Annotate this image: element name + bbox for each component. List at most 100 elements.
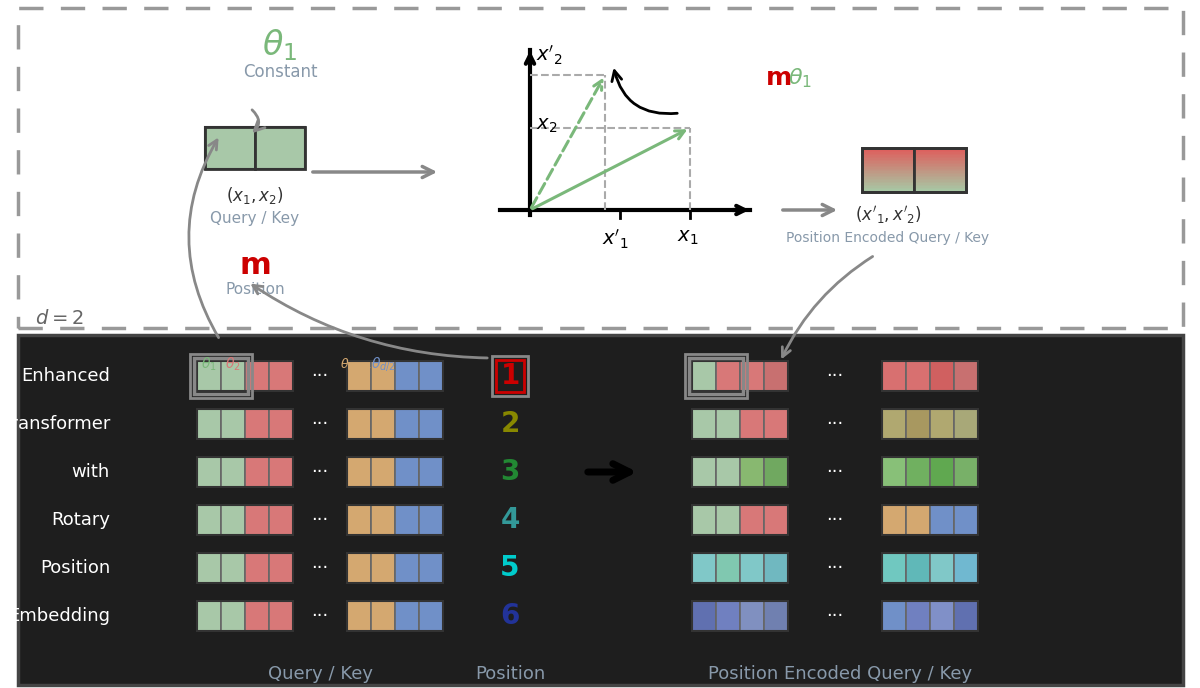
Bar xyxy=(914,157,966,158)
Bar xyxy=(914,169,966,170)
Text: $\theta_1$: $\theta_1$ xyxy=(788,66,812,90)
Bar xyxy=(882,409,978,439)
Bar xyxy=(197,457,293,487)
Text: $\theta_{d/2}$: $\theta_{d/2}$ xyxy=(371,355,395,373)
Bar xyxy=(914,171,966,173)
Bar xyxy=(882,361,906,391)
Bar xyxy=(371,361,395,391)
Bar xyxy=(914,182,966,183)
Bar xyxy=(862,170,914,171)
Bar xyxy=(197,601,221,631)
Bar xyxy=(347,505,371,535)
Text: 3: 3 xyxy=(500,458,520,486)
Text: Query / Key: Query / Key xyxy=(210,211,300,226)
Bar xyxy=(197,361,221,391)
Bar xyxy=(862,171,914,173)
Bar xyxy=(692,601,716,631)
Text: $x'_1$: $x'_1$ xyxy=(601,228,629,251)
Text: 1: 1 xyxy=(500,362,520,390)
Bar xyxy=(492,356,528,396)
Text: ···: ··· xyxy=(311,559,329,577)
Text: Position Encoded Query / Key: Position Encoded Query / Key xyxy=(708,665,972,683)
Bar xyxy=(740,361,764,391)
Bar xyxy=(862,161,914,162)
Bar xyxy=(692,601,788,631)
Text: ···: ··· xyxy=(311,367,329,385)
Bar xyxy=(862,153,914,154)
Bar xyxy=(906,601,930,631)
Bar xyxy=(882,409,906,439)
Bar xyxy=(914,180,966,182)
Bar xyxy=(862,151,914,153)
Bar xyxy=(716,601,740,631)
Bar xyxy=(419,553,443,583)
Bar xyxy=(18,335,1183,685)
Bar xyxy=(197,553,221,583)
Bar xyxy=(954,457,978,487)
Bar xyxy=(862,189,914,191)
Text: $\theta_1$: $\theta_1$ xyxy=(263,27,298,63)
Bar xyxy=(18,8,1183,328)
Bar xyxy=(395,505,419,535)
Bar xyxy=(862,158,914,160)
Bar xyxy=(862,191,914,192)
Bar xyxy=(269,457,293,487)
Bar xyxy=(862,154,914,155)
Bar xyxy=(685,354,746,398)
Bar xyxy=(930,553,954,583)
Bar xyxy=(862,169,914,170)
Bar xyxy=(190,354,252,398)
Bar xyxy=(862,178,914,179)
Bar xyxy=(882,505,906,535)
Bar xyxy=(197,457,221,487)
Bar xyxy=(764,505,788,535)
Bar xyxy=(347,601,371,631)
Text: Query / Key: Query / Key xyxy=(268,665,372,683)
Bar xyxy=(914,186,966,188)
Bar xyxy=(862,179,914,180)
Text: ···: ··· xyxy=(311,607,329,625)
Text: with: with xyxy=(72,463,110,481)
Text: ···: ··· xyxy=(311,511,329,529)
Bar xyxy=(692,409,716,439)
Bar xyxy=(862,173,914,174)
Bar xyxy=(882,601,906,631)
Bar xyxy=(371,457,395,487)
Text: ···: ··· xyxy=(827,367,844,385)
Bar xyxy=(371,505,395,535)
Bar xyxy=(245,553,269,583)
Text: Embedding: Embedding xyxy=(8,607,110,625)
Bar xyxy=(906,505,930,535)
Text: Position Encoded Query / Key: Position Encoded Query / Key xyxy=(786,231,990,245)
Text: ···: ··· xyxy=(827,463,844,481)
Bar xyxy=(692,457,716,487)
Bar xyxy=(862,188,914,189)
Bar xyxy=(862,148,914,149)
Bar xyxy=(930,505,954,535)
Bar xyxy=(882,553,978,583)
Bar xyxy=(930,601,954,631)
Bar xyxy=(914,164,966,166)
Bar xyxy=(882,361,978,391)
Bar xyxy=(269,505,293,535)
Bar xyxy=(269,553,293,583)
Text: $(x_1, x_2)$: $(x_1, x_2)$ xyxy=(227,184,283,206)
Bar xyxy=(245,457,269,487)
Bar xyxy=(221,601,245,631)
Bar xyxy=(347,457,371,487)
Bar xyxy=(716,457,740,487)
Bar xyxy=(862,174,914,176)
Bar xyxy=(764,601,788,631)
Bar xyxy=(914,176,966,178)
Bar xyxy=(347,553,443,583)
Bar xyxy=(221,361,245,391)
Bar xyxy=(221,409,245,439)
Text: $\mathbf{m}$: $\mathbf{m}$ xyxy=(239,250,271,279)
Bar xyxy=(395,457,419,487)
Text: ···: ··· xyxy=(827,559,844,577)
Text: ···: ··· xyxy=(827,607,844,625)
Text: 6: 6 xyxy=(500,602,520,630)
Bar xyxy=(395,409,419,439)
Bar xyxy=(269,361,293,391)
Text: $\theta_2$: $\theta_2$ xyxy=(226,355,241,373)
